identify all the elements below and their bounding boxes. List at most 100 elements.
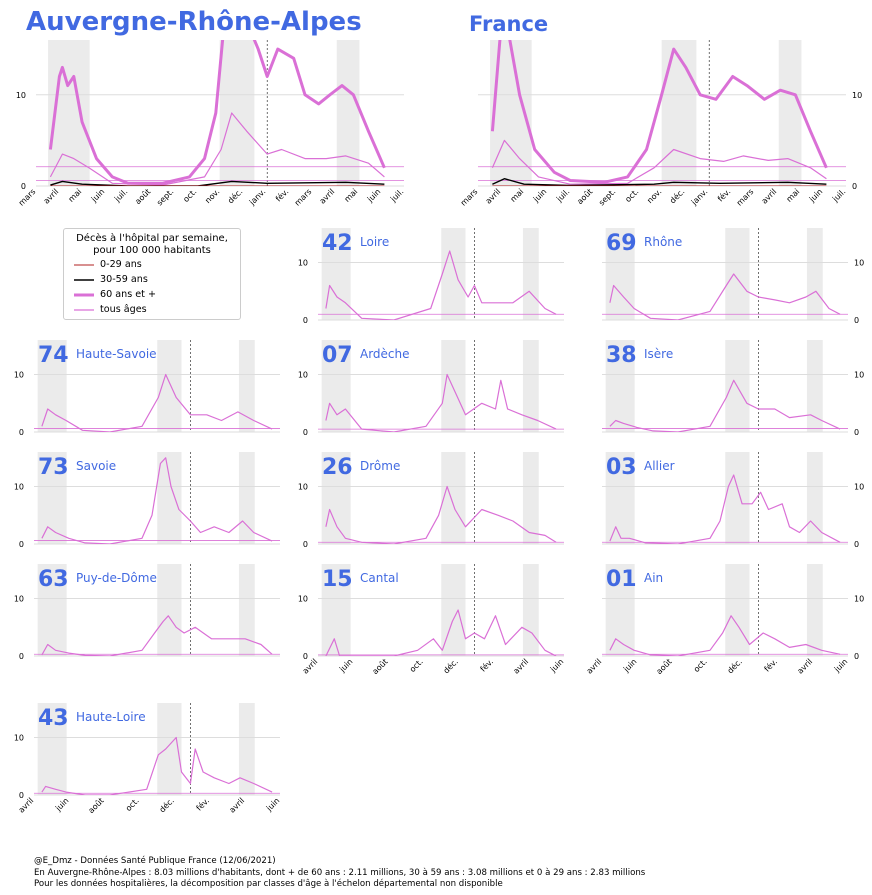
- dept-69-series-tous-ages: [609, 273, 841, 320]
- regional-0-series-group: [48, 40, 386, 186]
- dept-43-series-group: [41, 736, 273, 795]
- dept-15-series-group: [325, 609, 557, 656]
- dept-73-series-tous-ages: [41, 457, 273, 544]
- dept-01-xtick-1: juin: [621, 657, 638, 674]
- dept-63-ytick-0: 0: [19, 652, 24, 661]
- dept-73-ytick-1: 10: [14, 483, 24, 492]
- regional-0-xtick-14: mai: [342, 187, 359, 204]
- legend-item-60-plus: 60 ans et +: [74, 287, 240, 302]
- dept-name-73: Savoie: [76, 459, 116, 473]
- dept-26-panel: 0 10: [298, 452, 564, 549]
- dept-38-shade-0: [605, 340, 635, 432]
- regional-1-xtick-4: juil.: [554, 187, 571, 204]
- regional-0-xtick-6: sept.: [155, 187, 175, 207]
- dept-38-panel: 0 10: [602, 340, 864, 437]
- dept-42-ytick-0: 0: [303, 316, 308, 325]
- regional-1-series-tous-ages: [491, 139, 827, 185]
- regional-0-xtick-8: nov.: [203, 187, 221, 205]
- legend-label-tous-ages: tous âges: [100, 304, 147, 315]
- dept-74-shade-2: [238, 340, 255, 432]
- dept-name-43: Haute-Loire: [76, 710, 146, 724]
- dept-74-series-tous-ages: [41, 373, 273, 432]
- dept-01-xtick-4: déc.: [725, 656, 744, 675]
- regional-1-ytick-1: 10: [852, 91, 862, 100]
- dept-07-ytick-0: 0: [303, 428, 308, 437]
- dept-03-shade-2: [806, 452, 823, 544]
- legend-item-30-59: 30-59 ans: [74, 272, 240, 287]
- dept-15-ytick-1: 10: [298, 595, 308, 604]
- regional-0-xtick-11: fév.: [273, 186, 290, 203]
- regional-1-xtick-8: nov.: [645, 187, 663, 205]
- footer-disclaimer: Pour les données hospitalières, la décom…: [34, 879, 503, 889]
- dept-15-xtick-3: oct.: [408, 657, 425, 674]
- dept-07-ytick-1: 10: [298, 371, 308, 380]
- dept-26-shade-1: [441, 452, 466, 544]
- regional-1-xtick-2: mai: [508, 187, 525, 204]
- legend-label-60-plus: 60 ans et +: [100, 289, 157, 300]
- dept-43-shade-2: [238, 703, 255, 795]
- dept-name-42: Loire: [360, 235, 389, 249]
- dept-01-shade-2: [806, 564, 823, 656]
- dept-26-ytick-0: 0: [303, 540, 308, 549]
- dept-15-xtick-2: août: [371, 657, 390, 676]
- dept-15-ytick-0: 0: [303, 652, 308, 661]
- dept-07-series-tous-ages: [325, 373, 557, 432]
- dept-43-xtick-2: août: [87, 796, 106, 815]
- dept-74-panel: 0 10: [14, 340, 280, 437]
- dept-01-ytick-1: 10: [854, 595, 864, 604]
- dept-42-ytick-1: 10: [298, 259, 308, 268]
- regional-0-xtick-2: mai: [66, 187, 83, 204]
- dept-03-panel: 0 10: [602, 452, 864, 549]
- dept-name-38: Isère: [644, 347, 673, 361]
- dept-number-42: 42: [322, 231, 353, 256]
- regional-title-0: Auvergne-Rhône-Alpes: [26, 7, 362, 37]
- dept-name-74: Haute-Savoie: [76, 347, 157, 361]
- dept-15-xtick-6: avril: [512, 657, 531, 676]
- dept-07-shade-2: [522, 340, 539, 432]
- regional-title-1: France: [469, 12, 548, 36]
- legend-title-line1: Décès à l'hôpital par semaine,: [76, 233, 228, 244]
- dept-26-series-group: [325, 485, 557, 544]
- dept-number-15: 15: [322, 567, 353, 592]
- regional-0-xtick-1: avril: [42, 187, 61, 206]
- regional-1-xtick-16: juil.: [830, 187, 847, 204]
- dept-03-ytick-0: 0: [854, 540, 859, 549]
- dept-42-shade-1: [441, 228, 466, 320]
- regional-1-xtick-5: août: [575, 187, 594, 206]
- dept-26-series-tous-ages: [325, 485, 557, 544]
- regional-1-xtick-14: mai: [784, 187, 801, 204]
- dept-01-shade-0: [605, 564, 635, 656]
- dept-number-07: 07: [322, 343, 353, 368]
- dept-43-xtick-1: juin: [53, 796, 70, 813]
- regional-0-xtick-9: déc.: [225, 186, 244, 205]
- dept-number-73: 73: [38, 455, 69, 480]
- regional-0-xtick-7: oct.: [181, 187, 198, 204]
- dept-name-69: Rhône: [644, 235, 682, 249]
- regional-0-xtick-0: mars: [17, 187, 38, 208]
- dept-63-shade-2: [238, 564, 255, 656]
- dept-73-shade-1: [157, 452, 182, 544]
- dept-43-xtick-3: oct.: [124, 796, 141, 813]
- dept-43-xtick-7: juin: [264, 796, 281, 813]
- dept-74-ytick-1: 10: [14, 371, 24, 380]
- legend-swatch-tous-ages: [74, 308, 94, 311]
- dept-name-07: Ardèche: [360, 347, 410, 361]
- regional-1-ytick-0: 0: [852, 182, 857, 191]
- dept-15-series-tous-ages: [325, 609, 557, 656]
- dept-43-ytick-0: 0: [19, 791, 24, 800]
- regional-0-shade-1: [219, 40, 255, 186]
- dept-03-shade-0: [605, 452, 635, 544]
- dept-01-xtick-2: août: [655, 657, 674, 676]
- regional-1-xtick-13: avril: [760, 187, 779, 206]
- regional-0-xtick-12: mars: [293, 187, 314, 208]
- regional-1-xtick-9: déc.: [667, 186, 686, 205]
- dept-69-shade-2: [806, 228, 823, 320]
- regional-1-xtick-6: sept.: [597, 187, 617, 207]
- regional-1-xtick-3: juin: [531, 187, 548, 204]
- dept-15-xtick-4: déc.: [441, 656, 460, 675]
- dept-73-shade-2: [238, 452, 255, 544]
- dept-number-03: 03: [606, 455, 637, 480]
- regional-0-series-tous-ages: [49, 112, 385, 186]
